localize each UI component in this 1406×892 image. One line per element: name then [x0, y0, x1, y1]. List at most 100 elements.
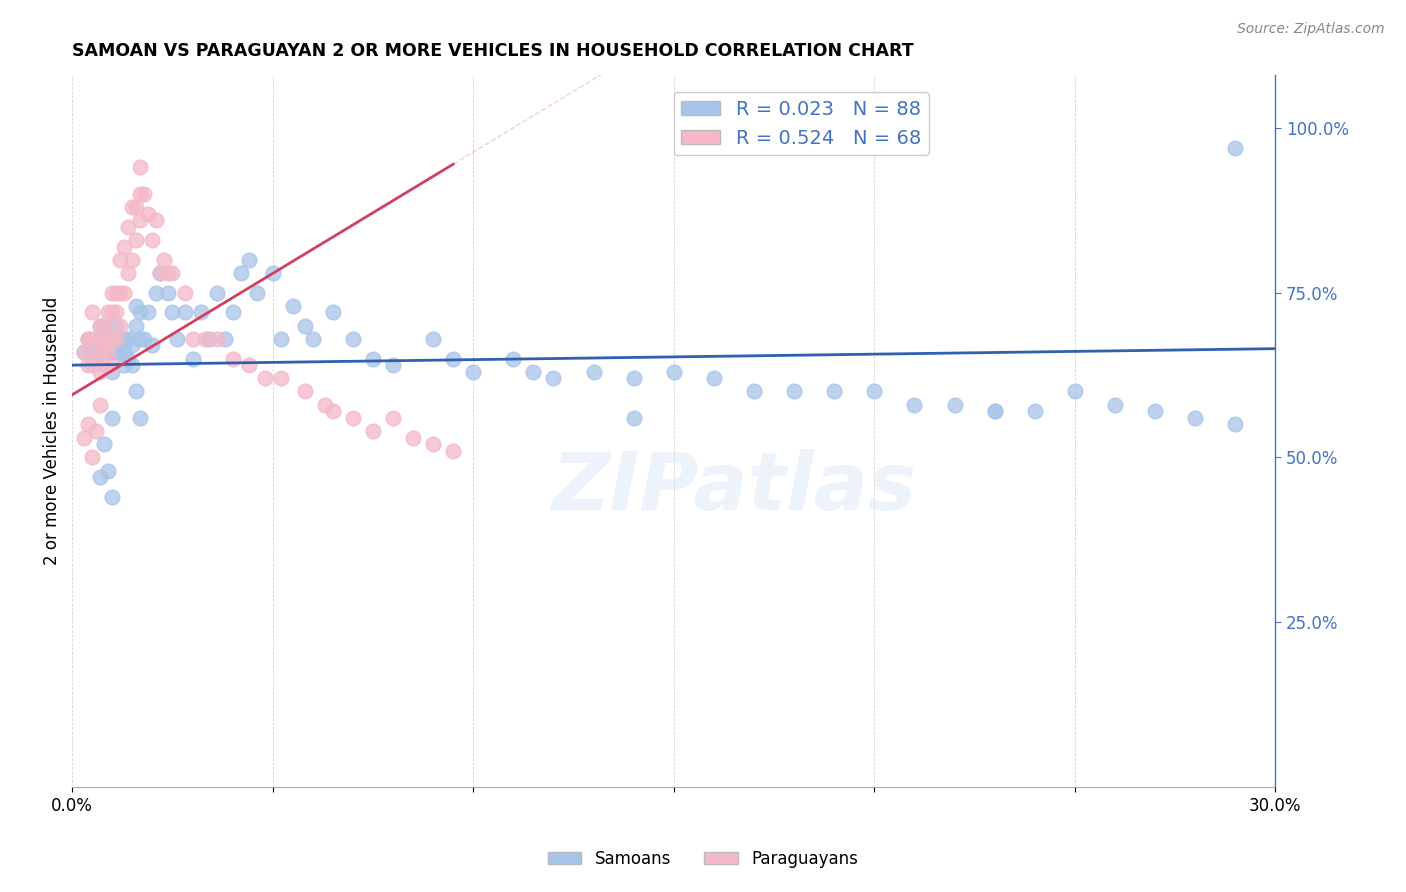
Point — [82, 345, 104, 359]
Legend: R = 0.023   N = 88, R = 0.524   N = 68: R = 0.023 N = 88, R = 0.524 N = 68 — [673, 92, 929, 155]
Point — [181, 351, 204, 366]
Point — [101, 332, 124, 346]
Point — [105, 285, 128, 300]
Point — [117, 219, 139, 234]
Point — [121, 338, 143, 352]
Point — [190, 305, 212, 319]
Point — [502, 351, 524, 366]
Point — [662, 365, 685, 379]
Point — [153, 252, 176, 267]
Point — [84, 351, 107, 366]
Point — [129, 186, 152, 201]
Point — [221, 305, 243, 319]
Point — [623, 410, 645, 425]
Point — [322, 305, 344, 319]
Point — [703, 371, 725, 385]
Point — [253, 371, 276, 385]
Point — [101, 305, 124, 319]
Point — [112, 285, 135, 300]
Point — [134, 332, 156, 346]
Point — [783, 384, 806, 399]
Point — [97, 345, 120, 359]
Legend: Samoans, Paraguayans: Samoans, Paraguayans — [541, 844, 865, 875]
Point — [73, 345, 96, 359]
Point — [125, 384, 148, 399]
Point — [294, 318, 316, 333]
Point — [82, 332, 104, 346]
Point — [1225, 417, 1247, 432]
Point — [121, 358, 143, 372]
Point — [1144, 404, 1167, 418]
Point — [82, 358, 104, 372]
Point — [101, 410, 124, 425]
Point — [110, 285, 132, 300]
Point — [382, 410, 405, 425]
Point — [77, 417, 100, 432]
Point — [73, 345, 96, 359]
Point — [84, 332, 107, 346]
Point — [89, 318, 111, 333]
Point — [522, 365, 544, 379]
Point — [742, 384, 765, 399]
Point — [125, 200, 148, 214]
Point — [129, 161, 152, 175]
Point — [77, 358, 100, 372]
Point — [101, 332, 124, 346]
Point — [138, 305, 160, 319]
Point — [238, 252, 260, 267]
Point — [322, 404, 344, 418]
Point — [89, 345, 111, 359]
Point — [112, 239, 135, 253]
Point — [129, 332, 152, 346]
Point — [441, 443, 464, 458]
Point — [157, 266, 180, 280]
Point — [145, 213, 167, 227]
Point — [1024, 404, 1046, 418]
Point — [125, 299, 148, 313]
Point — [93, 345, 115, 359]
Point — [97, 305, 120, 319]
Point — [463, 365, 485, 379]
Point — [382, 358, 405, 372]
Text: Source: ZipAtlas.com: Source: ZipAtlas.com — [1237, 22, 1385, 37]
Point — [93, 437, 115, 451]
Point — [262, 266, 284, 280]
Point — [105, 318, 128, 333]
Point — [97, 464, 120, 478]
Point — [141, 233, 163, 247]
Point — [543, 371, 565, 385]
Point — [205, 332, 228, 346]
Point — [166, 332, 188, 346]
Point — [129, 213, 152, 227]
Point — [149, 266, 172, 280]
Point — [110, 332, 132, 346]
Point — [181, 332, 204, 346]
Point — [89, 365, 111, 379]
Point — [105, 345, 128, 359]
Point — [134, 186, 156, 201]
Point — [138, 206, 160, 220]
Point — [93, 338, 115, 352]
Point — [84, 332, 107, 346]
Point — [105, 332, 128, 346]
Point — [294, 384, 316, 399]
Point — [97, 332, 120, 346]
Point — [84, 424, 107, 438]
Point — [1225, 141, 1247, 155]
Point — [270, 371, 292, 385]
Point — [77, 332, 100, 346]
Point — [101, 285, 124, 300]
Point — [141, 338, 163, 352]
Point — [89, 470, 111, 484]
Point — [93, 358, 115, 372]
Point — [82, 450, 104, 465]
Point — [943, 398, 966, 412]
Point — [145, 285, 167, 300]
Point — [121, 252, 143, 267]
Point — [229, 266, 252, 280]
Point — [361, 424, 384, 438]
Point — [117, 332, 139, 346]
Point — [441, 351, 464, 366]
Point — [205, 285, 228, 300]
Point — [173, 305, 195, 319]
